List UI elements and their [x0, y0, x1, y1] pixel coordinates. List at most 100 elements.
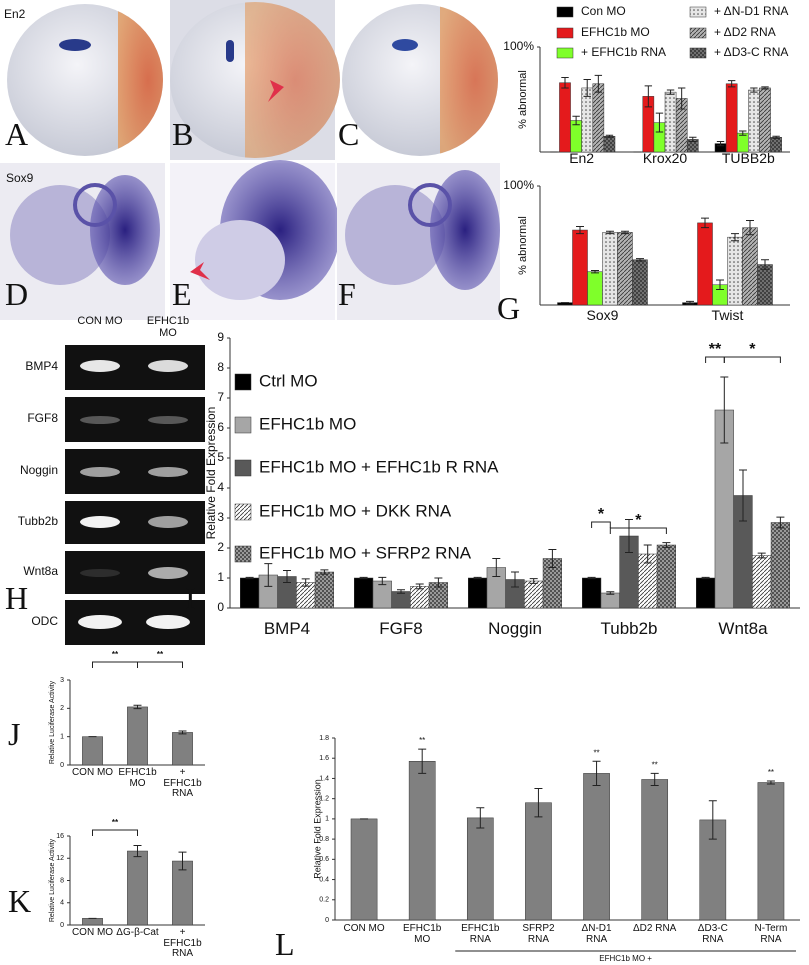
error-bar [761, 259, 769, 270]
y-axis-title: % abnormal [517, 70, 529, 129]
y-tick-label: 100% [503, 39, 534, 53]
annotation: ** [112, 818, 119, 827]
error-bar [643, 544, 652, 564]
photo-d [0, 163, 165, 320]
y-tick-label: 1 [325, 816, 329, 823]
error-bar [739, 130, 747, 136]
bar [582, 577, 602, 609]
x-tick-label: ΔD3-C RNA [697, 923, 728, 945]
bar [656, 544, 676, 609]
x-tick-label: EFHC1b MO [403, 923, 442, 945]
y-axis-title: Relative Luciferase Activity [49, 680, 56, 764]
y-axis-title: % abnormal [517, 216, 529, 275]
y-tick-label: 0.8 [319, 836, 329, 843]
significance-bracket [92, 661, 138, 668]
x-tick-label: CON MO [71, 767, 114, 778]
error-bar [716, 141, 725, 147]
annotation: * [749, 341, 756, 358]
legend-label: + ΔN-D1 RNA [714, 4, 788, 18]
gel-row-label: Wnt8a [23, 564, 58, 578]
error-bar [587, 576, 596, 580]
bar [632, 259, 648, 306]
annotation: * [598, 506, 605, 523]
gel-row-label: BMP4 [25, 359, 58, 373]
x-tick-label: CON MO [343, 923, 385, 934]
x-tick-label: N-Term RNA [754, 923, 788, 945]
legend-label: EFHC1b MO [259, 414, 356, 433]
legend-swatch [556, 47, 574, 59]
error-bar [133, 704, 142, 710]
error-bar [686, 300, 694, 305]
y-tick-label: 8 [217, 360, 224, 374]
bar [314, 571, 334, 609]
annotation: ** [709, 341, 722, 358]
photo-b [170, 0, 340, 160]
panel-letter: G [497, 290, 521, 326]
bar [354, 577, 374, 609]
error-bar [511, 571, 519, 588]
bar [559, 82, 571, 153]
legend-swatch [556, 27, 574, 39]
gel-row-label: ODC [31, 614, 58, 628]
significance-bracket [92, 829, 138, 836]
x-tick-label: + EFHC1b RNA [163, 767, 202, 799]
y-tick-label: 9 [217, 330, 224, 344]
error-bar [245, 576, 254, 580]
panel-letter: A [5, 116, 29, 152]
x-tick-label: TUBB2b [721, 150, 775, 166]
y-tick-label: 1 [60, 734, 64, 741]
panel-letter: E [172, 276, 192, 312]
bar [581, 87, 594, 153]
x-tick-label: + EFHC1b RNA [163, 927, 202, 959]
bar [602, 232, 618, 306]
bar [759, 87, 771, 153]
bar [600, 592, 620, 609]
photo-label: Sox9 [6, 171, 34, 185]
legend-swatch [689, 27, 707, 39]
bar [410, 586, 430, 609]
y-tick-label: 0.4 [319, 876, 329, 883]
legend-swatch [689, 6, 707, 18]
y-tick-label: 1.4 [319, 775, 329, 782]
x-tick-label: ΔG-β-Cat [116, 927, 159, 938]
gel-column-label: CON MO [77, 315, 123, 327]
bar [748, 89, 760, 153]
error-bar [701, 217, 709, 229]
bar [127, 706, 148, 766]
bar [583, 773, 610, 921]
bar [617, 232, 633, 306]
significance-bracket [591, 521, 611, 528]
error-bar [716, 279, 724, 291]
bar [525, 802, 552, 921]
x-tick-label: SFRP2 RNA [522, 923, 555, 945]
panel-letter: L [275, 926, 295, 962]
error-bar [178, 851, 187, 871]
y-tick-label: 1.6 [319, 755, 329, 762]
error-bar [133, 844, 142, 858]
significance-bracket [723, 356, 781, 363]
bar [468, 577, 488, 609]
x-tick-label: Twist [711, 307, 744, 323]
panel-letter: I [185, 580, 196, 616]
legend-swatch [689, 47, 707, 59]
error-bar [644, 85, 653, 108]
bar [696, 577, 716, 609]
legend-swatch [234, 459, 252, 477]
bar [664, 91, 677, 153]
error-bar [731, 233, 739, 242]
y-tick-label: 4 [217, 480, 224, 494]
y-tick-label: 0 [217, 600, 224, 614]
x-tick-label: Krox20 [642, 150, 688, 166]
y-tick-label: 0.6 [319, 856, 329, 863]
error-bar [772, 135, 780, 139]
x-tick-label: En2 [569, 150, 595, 166]
error-bar [415, 583, 424, 590]
bar [408, 761, 436, 921]
error-bar [583, 79, 591, 97]
legend-swatch [556, 6, 574, 18]
y-tick-label: 0 [325, 917, 329, 924]
y-axis-title: Relative Fold Expression [312, 779, 322, 879]
error-bar [636, 258, 644, 262]
error-bar [677, 87, 686, 110]
